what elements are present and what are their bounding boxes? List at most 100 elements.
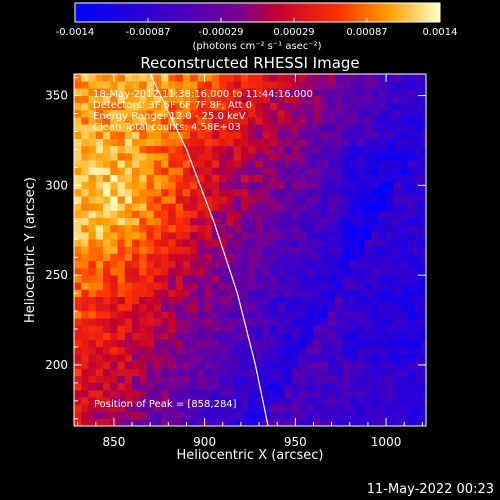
heatmap-cell [197, 174, 205, 183]
heatmap-cell [182, 232, 191, 240]
heatmap-cell [342, 411, 351, 420]
heatmap-cell [74, 296, 82, 305]
heatmap-cell [182, 346, 191, 355]
heatmap-cell [371, 117, 380, 125]
heatmap-cell [407, 196, 416, 204]
heatmap-cell [95, 318, 104, 326]
heatmap-cell [74, 188, 82, 197]
heatmap-cell [393, 361, 401, 369]
heatmap-cell [386, 109, 394, 118]
heatmap-cell [328, 74, 336, 82]
heatmap-cell [357, 318, 365, 326]
heatmap-cell [262, 404, 271, 412]
heatmap-cell [153, 160, 162, 168]
heatmap-cell [386, 303, 394, 312]
heatmap-cell [277, 131, 285, 139]
heatmap-cell [168, 210, 176, 218]
heatmap-cell [277, 217, 285, 226]
heatmap-cell [197, 346, 205, 355]
heatmap-cell [146, 203, 155, 211]
heatmap-cell [190, 318, 198, 326]
heatmap-cell [204, 181, 213, 190]
heatmap-cell [161, 325, 169, 333]
heatmap-cell [422, 124, 426, 132]
heatmap-cell [357, 282, 365, 290]
heatmap-cell [284, 188, 293, 197]
heatmap-cell [226, 325, 234, 333]
heatmap-cell [306, 196, 314, 204]
heatmap-cell [422, 109, 426, 118]
heatmap-cell [233, 74, 242, 82]
heatmap-cell [393, 117, 401, 125]
heatmap-cell [378, 196, 387, 204]
y-tick-label: 300 [45, 178, 68, 192]
heatmap-cell [161, 88, 169, 96]
heatmap-cell [320, 411, 329, 420]
heatmap-cell [364, 224, 372, 233]
heatmap-cell [357, 375, 365, 384]
heatmap-cell [74, 95, 82, 104]
heatmap-cell [298, 253, 307, 262]
heatmap-cell [139, 145, 147, 154]
heatmap-cell [400, 368, 409, 377]
heatmap-cell [88, 153, 97, 161]
heatmap-cell [95, 397, 104, 405]
heatmap-cell [407, 325, 416, 333]
heatmap-cell [269, 210, 278, 218]
heatmap-cell [219, 239, 227, 247]
heatmap-cell [277, 253, 285, 262]
heatmap-cell [124, 145, 133, 154]
heatmap-cell [284, 289, 293, 297]
heatmap-cell [277, 81, 285, 89]
heatmap-cell [88, 296, 97, 305]
heatmap-cell [88, 375, 97, 384]
heatmap-cell [313, 196, 322, 204]
heatmap-cell [320, 81, 329, 89]
heatmap-cell [422, 404, 426, 412]
heatmap-cell [95, 418, 104, 426]
heatmap-cell [124, 153, 133, 161]
heatmap-cell [124, 210, 133, 218]
heatmap-cell [146, 81, 155, 89]
heatmap-cell [248, 160, 256, 168]
heatmap-cell [226, 339, 234, 348]
heatmap-cell [415, 188, 423, 197]
heatmap-cell [153, 124, 162, 132]
heatmap-cell [284, 196, 293, 204]
heatmap-cell [298, 296, 307, 305]
heatmap-cell [226, 181, 234, 190]
heatmap-cell [95, 153, 104, 161]
heatmap-cell [262, 102, 271, 111]
heatmap-cell [110, 102, 118, 111]
heatmap-cell [132, 81, 140, 89]
heatmap-cell [233, 311, 242, 319]
heatmap-cell [298, 196, 307, 204]
heatmap-cell [240, 131, 249, 139]
heatmap-cell [233, 102, 242, 111]
heatmap-cell [146, 267, 155, 276]
heatmap-cell [400, 411, 409, 420]
heatmap-cell [204, 138, 213, 147]
heatmap-cell [190, 196, 198, 204]
heatmap-cell [197, 88, 205, 96]
heatmap-cell [240, 418, 249, 426]
heatmap-cell [328, 267, 336, 276]
heatmap-cell [255, 153, 264, 161]
heatmap-cell [269, 346, 278, 355]
heatmap-cell [161, 318, 169, 326]
heatmap-cell [182, 404, 191, 412]
heatmap-cell [182, 217, 191, 226]
heatmap-cell [132, 239, 140, 247]
heatmap-cell [298, 411, 307, 420]
heatmap-cell [139, 260, 147, 269]
heatmap-cell [349, 296, 358, 305]
heatmap-cell [415, 81, 423, 89]
heatmap-cell [146, 174, 155, 183]
heatmap-cell [233, 188, 242, 197]
heatmap-cell [132, 117, 140, 125]
heatmap-cell [124, 117, 133, 125]
heatmap-cell [182, 282, 191, 290]
heatmap-cell [342, 296, 351, 305]
heatmap-cell [240, 346, 249, 355]
heatmap-cell [342, 203, 351, 211]
